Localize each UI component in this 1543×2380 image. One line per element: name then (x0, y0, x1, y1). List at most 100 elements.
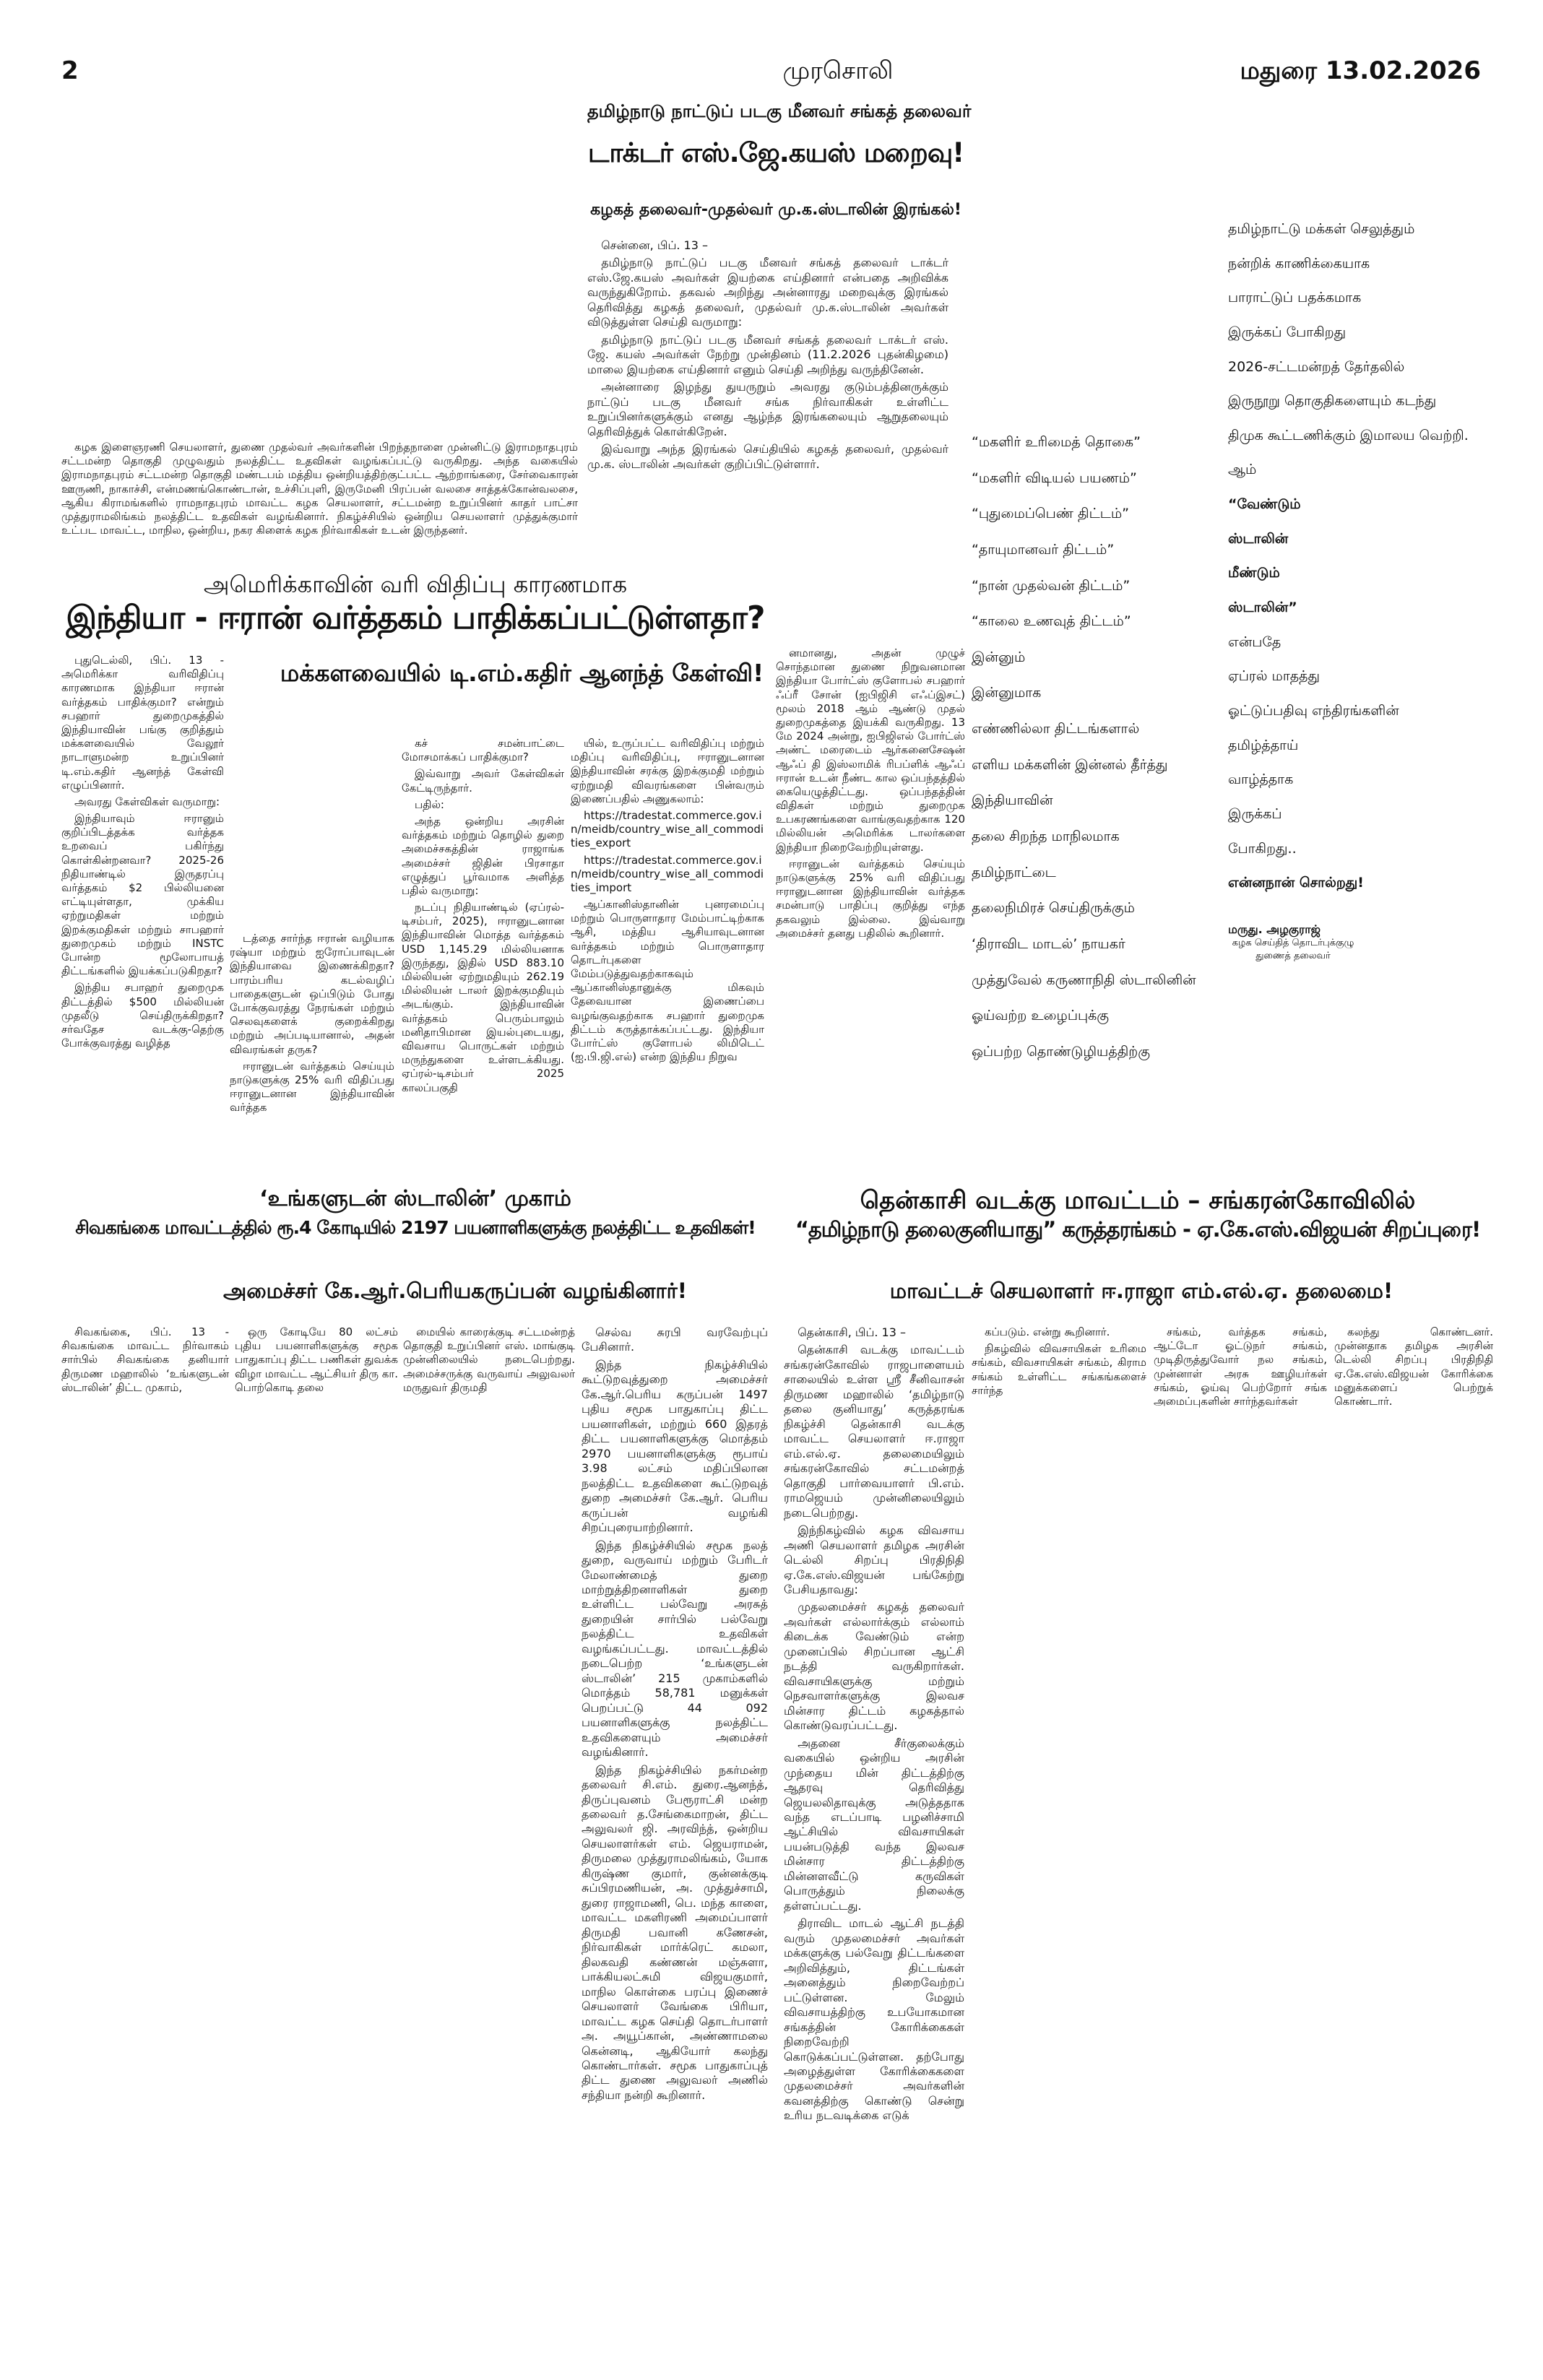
article-column: னமானது, அதன் முழுச் சொந்தமான துணை நிறுவன… (776, 646, 965, 943)
line: பாராட்டுப் பதக்கமாக (1228, 290, 1362, 306)
line: ஏப்ரல் மாதத்து (1228, 668, 1320, 685)
line: திமுக கூட்டணிக்கும் இமாலய வெற்றி. (1228, 427, 1469, 443)
article-column: யில், உருப்பட்ட வரிவிதிப்பு மற்றும் மதிப… (571, 737, 764, 1067)
line: இன்னும் (972, 649, 1026, 665)
article-column: சங்கம், வர்த்தக சங்கம், ஆட்டோ ஓட்டுநர் ச… (1154, 1325, 1327, 1411)
slogan: “வேண்டும் ஸ்டாலின் மீண்டும் ஸ்டாலின்” (1228, 496, 1503, 618)
paragraph: நிகழ்வில் விவசாயிகள் உரிமை சங்கம், விவசா… (972, 1342, 1146, 1397)
paragraph: கச் சமன்பாட்டை மோசமாக்கப் பாதிக்குமா? (402, 737, 564, 764)
paragraph: தென்காசி வடக்கு மாவட்டம் சங்கரன்கோவில் ர… (784, 1343, 964, 1520)
paragraph: அன்னாரை இழந்து துயருறும் அவரது குடும்பத்… (587, 380, 948, 438)
paragraph: ஈரானுடன் வர்த்தகம் செய்யும் நாடுகளுக்கு … (776, 857, 965, 940)
paragraph: பதில்: (415, 797, 444, 811)
poem-column: “மகளிர் உரிமைத் தொகை” “மகளிர் விடியல் பயண… (972, 433, 1221, 1079)
line: தமிழ்த்தாய் (1228, 737, 1299, 753)
kicker: தென்காசி வடக்கு மாவட்டம் – சங்கரன்கோவிலி… (860, 1186, 1416, 1215)
paragraph: நடப்பு நிதியாண்டில் (ஏப்ரல்-டிசம்பர், 20… (402, 901, 564, 1094)
author: மருது. அழகுராஜ் (1228, 922, 1321, 936)
paragraph: இந்த நிகழ்ச்சியில் சமூக நலத் துறை, வருவா… (582, 1538, 768, 1760)
article-column: ஒரு கோடியே 80 லட்சம் புதிய பயனாளிகளுக்கு… (235, 1325, 398, 1398)
line: “வேண்டும் (1228, 496, 1301, 513)
paragraph: னமானது, அதன் முழுச் சொந்தமான துணை நிறுவன… (776, 646, 965, 854)
poem-lines: என்பதே ஏப்ரல் மாதத்து ஓட்டுப்பதிவு எந்திரங… (1228, 633, 1503, 858)
line: “மகளிர் விடியல் பயணம்” (972, 469, 1137, 486)
line: இருக்கப் (1228, 805, 1282, 822)
line: இருநூறு தொகுதிகளையும் கடந்து (1228, 393, 1437, 410)
subhead: அமைச்சர் கே.ஆர்.பெரியகருப்பன் வழங்கினார்… (223, 1278, 687, 1303)
paragraph: செல்வ சுரபி வரவேற்புப் பேசினார். (582, 1325, 768, 1354)
line: தமிழ்நாட்டு மக்கள் செலுத்தும் (1228, 221, 1415, 237)
paragraph: முதலமைச்சர் கழகத் தலைவர் அவர்கள் எல்லார்… (784, 1600, 964, 1733)
paragraph: அந்த ஒன்றிய அரசின் வர்த்தகம் மற்றும் தொழ… (402, 814, 564, 897)
paragraph: திராவிட மாடல் ஆட்சி நடத்தி வரும் முதலமைச… (784, 1916, 964, 2123)
line: என்பதே (1228, 633, 1281, 650)
line: “புதுமைப்பெண் திட்டம்” (972, 506, 1129, 522)
line: 2026-சட்டமன்றத் தேர்தலில் (1228, 358, 1405, 375)
line: “தாயுமானவர் திட்டம்” (972, 541, 1115, 558)
line: எண்ணில்லா திட்டங்களால் (972, 721, 1140, 737)
paragraph: ஆப்கானிஸ்தானின் புனரமைப்பு மற்றும் பொருள… (571, 898, 764, 1064)
paragraph: மையில் காரைக்குடி சட்டமன்றத் தொகுதி உறுப… (403, 1325, 575, 1394)
paragraph: ஈரானுடன் வர்த்தகம் செய்யும் நாடுகளுக்கு … (230, 1059, 394, 1115)
headline: “தமிழ்நாடு தலைகுனியாது” கருத்தரங்கம் - ஏ… (795, 1217, 1481, 1242)
notice-text: கழக இளைஞரணி செயலாளர், துணை முதல்வர் அவர்… (61, 441, 578, 537)
line: தமிழ்நாட்டை (972, 864, 1056, 880)
line: இன்னுமாக (972, 685, 1042, 701)
article-column: கப்படும். என்று கூறினார். நிகழ்வில் விவசா… (972, 1325, 1146, 1401)
line: இந்தியாவின் (972, 792, 1053, 809)
article-column: டத்தை சார்ந்த ஈரான் வழியாக ரஷ்யா மற்றும்… (230, 932, 394, 1117)
paragraph: இந்திய சபாஹர் துறைமுக திட்டத்தில் $500 ம… (61, 981, 224, 1050)
headline: இந்தியா - ஈரான் வர்த்தகம் பாதிக்கப்பட்டு… (66, 600, 765, 636)
paragraph: இந்த நிகழ்ச்சியில் கூட்டுறவுத்துறை அமைச்… (582, 1357, 768, 1535)
poem-lines: தமிழ்நாட்டு மக்கள் செலுத்தும் நன்றிக் காண… (1228, 220, 1503, 480)
edition-date: மதுரை 13.02.2026 (1240, 56, 1481, 85)
paragraph: தமிழ்நாடு நாட்டுப் படகு மீனவர் சங்கத் தல… (587, 332, 948, 376)
subhead: மாவட்டச் செயலாளர் ஈ.ராஜா எம்.எல்.ஏ. தலைம… (889, 1278, 1393, 1303)
paragraph: யில், உருப்பட்ட வரிவிதிப்பு மற்றும் மதிப… (571, 737, 764, 805)
line: ஓட்டுப்பதிவு எந்திரங்களின் (1228, 702, 1399, 719)
notice: கழக இளைஞரணி செயலாளர், துணை முதல்வர் அவர்… (61, 441, 578, 540)
line: போகிறது.. (1228, 840, 1297, 857)
line: “மகளிர் உரிமைத் தொகை” (972, 434, 1141, 450)
paragraph: சங்கம், வர்த்தக சங்கம், ஆட்டோ ஓட்டுநர் ச… (1154, 1325, 1327, 1408)
paragraph: இந்த நிகழ்ச்சியில் நகர்மன்ற தலைவர் சி.எம… (582, 1762, 768, 2102)
article-column: தென்காசி, பிப். 13 – தென்காசி வடக்கு மாவட… (784, 1325, 964, 2126)
paragraph: https://tradestat.commerce.gov.in/meidb/… (571, 853, 764, 894)
paragraph: அதனை சீர்குலைக்கும் வகையில் ஒன்றிய அரசின… (784, 1736, 964, 1913)
subhead: கழகத் தலைவர்-முதல்வர் மு.க.ஸ்டாலின் இரங்… (590, 201, 961, 219)
author-role: கழக செய்தித் தொடர்புக்குழு துணைத் தலைவர் (1232, 938, 1354, 961)
article-column: கலந்து கொண்டனர். முன்னதாக தமிழக அரசின் ட… (1334, 1325, 1493, 1411)
paragraph: புதுடெல்லி, பிப். 13 - அமெரிக்கா வரிவிதி… (61, 654, 224, 792)
paragraph: சென்னை, பிப். 13 – (601, 238, 708, 252)
line: ஆம் (1228, 462, 1257, 478)
headline: டாக்டர் எஸ்.ஜே.கயஸ் மறைவு! (587, 137, 964, 168)
paragraph: கப்படும். என்று கூறினார். (985, 1325, 1110, 1338)
article-column: புதுடெல்லி, பிப். 13 - அமெரிக்கா வரிவிதி… (61, 654, 224, 1053)
article-column: மையில் காரைக்குடி சட்டமன்றத் தொகுதி உறுப… (403, 1325, 575, 1398)
line: ஸ்டாலின்” (1228, 600, 1297, 616)
line: ஓய்வற்ற உழைப்புக்கு (972, 1008, 1110, 1024)
paragraph: இந்தியாவும் ஈரானும் குறிப்பிடத்தக்க வர்த… (61, 812, 224, 978)
paragraph: இவ்வாறு அந்த இரங்கல் செய்தியில் கழகத் தல… (587, 442, 948, 471)
page-number: 2 (61, 56, 79, 85)
line: மீண்டும் (1228, 565, 1280, 581)
paragraph: இந்நிகழ்வில் கழக விவசாய அணி செயலாளர் தமி… (784, 1523, 964, 1596)
line: “காலை உணவுத் திட்டம்” (972, 613, 1131, 630)
paragraph: அவரது கேள்விகள் வருமாறு: (74, 795, 220, 808)
article-column: செல்வ சுரபி வரவேற்புப் பேசினார். இந்த நிக… (582, 1325, 768, 2106)
paragraph: கலந்து கொண்டனர். முன்னதாக தமிழக அரசின் ட… (1334, 1325, 1493, 1408)
headline: சிவகங்கை மாவட்டத்தில் ரூ.4 கோடியில் 2197… (75, 1217, 756, 1238)
paragraph: https://tradestat.commerce.gov.in/meidb/… (571, 808, 764, 850)
line: “நான் முதல்வன் திட்டம்” (972, 577, 1131, 594)
line: முத்துவேல் கருணாநிதி ஸ்டாலினின் (972, 972, 1196, 988)
line: எளிய மக்களின் இன்னல் தீர்த்து (972, 756, 1168, 773)
line: நன்றிக் காணிக்கையாக (1228, 255, 1370, 272)
line: ஸ்டாலின் (1228, 530, 1289, 547)
masthead: முரசொலி (782, 56, 894, 85)
paragraph: ஒரு கோடியே 80 லட்சம் புதிய பயனாளிகளுக்கு… (235, 1325, 398, 1394)
line: இருக்கப் போகிறது (1228, 324, 1347, 340)
kicker: தமிழ்நாடு நாட்டுப் படகு மீனவர் சங்கத் தல… (587, 101, 972, 121)
line: தலைநிமிரச் செய்திருக்கும் (972, 900, 1135, 917)
line: ‘திராவிட மாடல்’ நாயகர் (972, 935, 1125, 952)
